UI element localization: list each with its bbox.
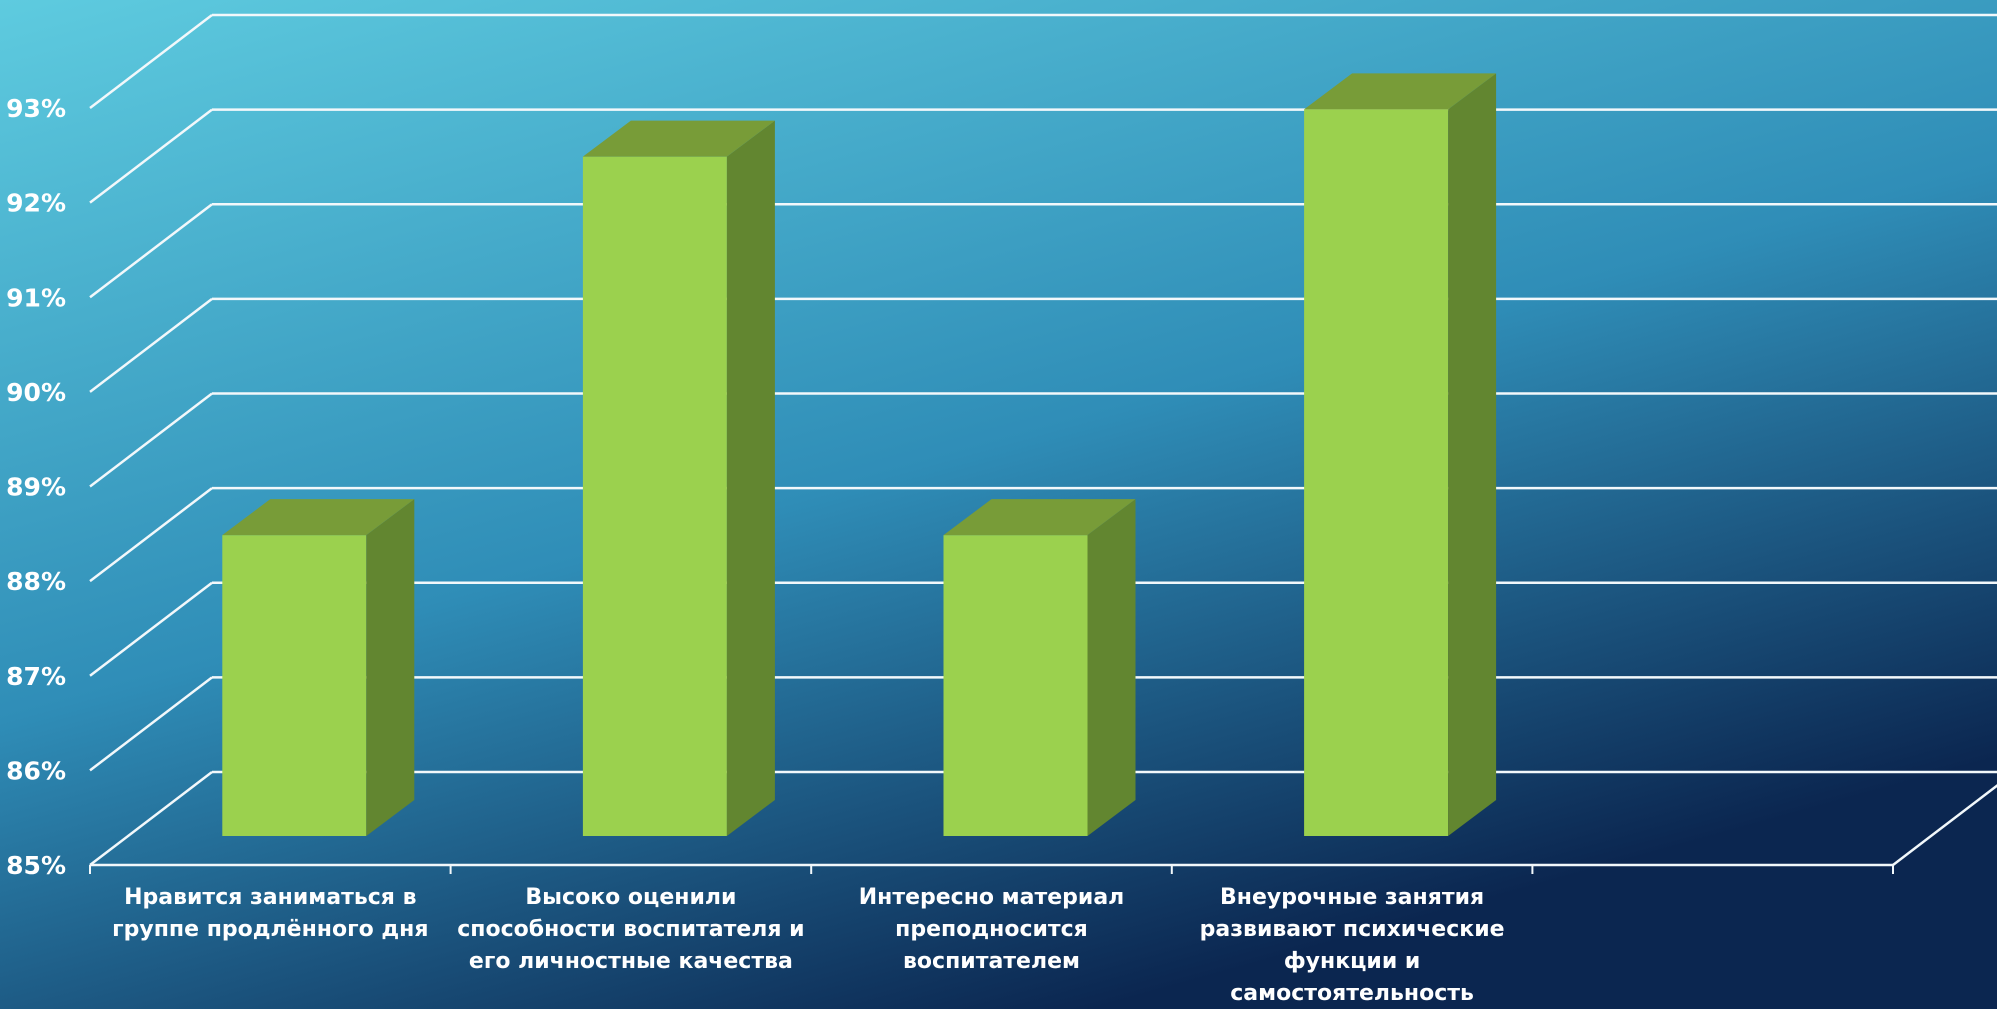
- bar: [943, 499, 1136, 836]
- y-tick-label: 87%: [6, 662, 66, 691]
- bar-front: [222, 535, 367, 836]
- y-axis-ticks: 85% 86% 87% 88% 89% 90% 91% 92% 93%: [6, 94, 66, 880]
- bar-top: [943, 499, 1136, 536]
- y-tick-label: 90%: [6, 378, 66, 407]
- gridline-diagonal: [89, 676, 213, 772]
- bar-side: [1087, 499, 1136, 836]
- y-tick-label: 92%: [6, 189, 66, 218]
- bar-side: [726, 120, 775, 836]
- category-label: Нравится заниматься в группе продлённого …: [112, 885, 428, 942]
- bar-front: [943, 535, 1088, 836]
- bar-side: [366, 499, 415, 836]
- bar-front: [1304, 109, 1449, 836]
- y-tick-label: 85%: [6, 851, 66, 880]
- gridline-diagonal: [89, 14, 213, 109]
- y-tick-label: 89%: [6, 473, 66, 502]
- bar: [1304, 73, 1497, 836]
- bar-top: [222, 499, 415, 536]
- bar: [582, 120, 775, 836]
- gridline-diagonal: [89, 203, 213, 299]
- gridline-diagonal: [89, 581, 213, 677]
- gridline-diagonal: [89, 108, 213, 204]
- category-label: Внеурочные занятия развивают психические ф…: [1200, 885, 1505, 1006]
- gridline-diagonal: [89, 771, 213, 866]
- gridline-diagonal: [89, 487, 213, 583]
- y-tick-label: 86%: [6, 756, 66, 785]
- gridline-diagonal: [89, 392, 213, 488]
- y-tick-label: 88%: [6, 567, 66, 596]
- category-label: Интересно материал преподносится воспитате…: [859, 885, 1125, 974]
- y-tick-label: 93%: [6, 94, 66, 123]
- bar-top: [582, 120, 775, 157]
- bar-side: [1448, 73, 1497, 836]
- bar-top: [1304, 73, 1497, 110]
- category-labels: Нравится заниматься в группе продлённого …: [112, 885, 1504, 1006]
- y-tick-label: 91%: [6, 283, 66, 312]
- bar-front: [582, 156, 727, 836]
- floor-edge: [1892, 784, 1997, 866]
- bar: [222, 499, 415, 836]
- bars: [222, 73, 1497, 836]
- gridline-diagonal: [89, 297, 213, 393]
